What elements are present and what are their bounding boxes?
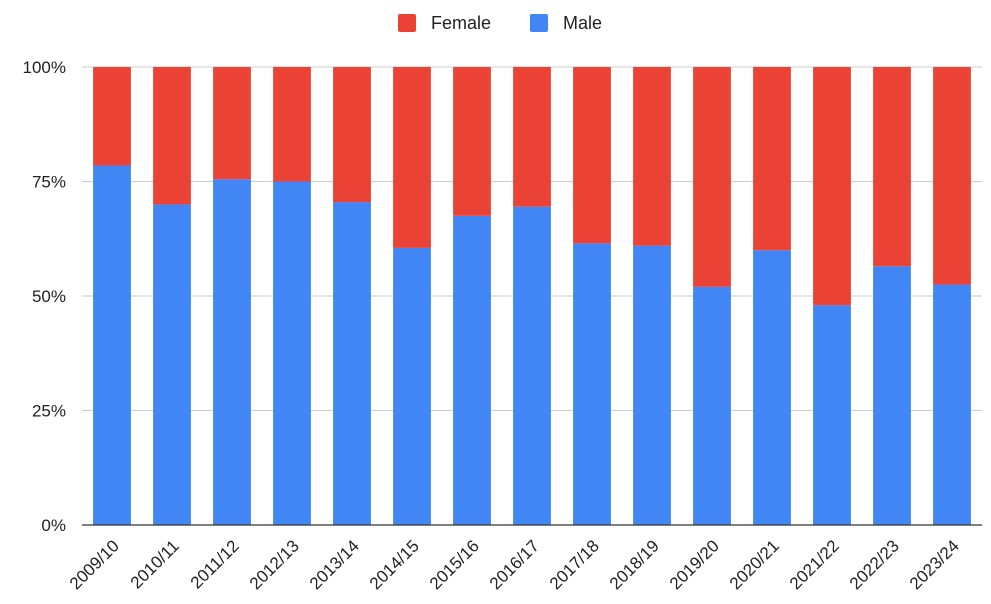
bar-male-2010-11	[153, 204, 191, 525]
bar-male-2011-12	[213, 179, 251, 525]
x-tick-label-2021-22: 2021/22	[786, 536, 843, 593]
bar-female-2013-14	[333, 67, 371, 203]
bar-female-2010-11	[153, 67, 191, 205]
bar-female-2022-23	[873, 67, 911, 267]
bar-male-2015-16	[453, 215, 491, 525]
bar-female-2012-13	[273, 67, 311, 182]
y-tick-label-0: 0%	[41, 516, 66, 535]
bar-female-2021-22	[813, 67, 851, 306]
bar-female-2014-15	[393, 67, 431, 248]
bar-male-2009-10	[93, 165, 131, 525]
legend-swatch-male	[530, 14, 548, 32]
x-tick-label-2014-15: 2014/15	[366, 536, 423, 593]
legend: Female Male	[398, 13, 602, 33]
bar-male-2013-14	[333, 202, 371, 526]
legend-swatch-female	[398, 14, 416, 32]
bar-female-2015-16	[453, 67, 491, 216]
bar-male-2016-17	[513, 206, 551, 525]
bar-male-2019-20	[693, 286, 731, 525]
bar-female-2018-19	[633, 67, 671, 246]
bar-female-2020-21	[753, 67, 791, 251]
x-tick-label-2019-20: 2019/20	[666, 536, 723, 593]
bar-female-2019-20	[693, 67, 731, 287]
x-tick-label-2022-23: 2022/23	[846, 536, 903, 593]
bar-male-2023-24	[933, 284, 971, 525]
x-tick-label-2018-19: 2018/19	[606, 536, 663, 593]
bar-male-2017-18	[573, 243, 611, 525]
legend-label-male: Male	[563, 13, 602, 33]
bar-female-2016-17	[513, 67, 551, 207]
y-tick-label-50: 50%	[32, 287, 66, 306]
x-tick-label-2011-12: 2011/12	[187, 536, 243, 592]
y-tick-label-100: 100%	[23, 58, 66, 77]
x-tick-label-2013-14: 2013/14	[306, 536, 363, 593]
bar-male-2014-15	[393, 247, 431, 525]
x-tick-label-2009-10: 2009/10	[66, 536, 123, 593]
x-tick-label-2010-11: 2010/11	[127, 536, 183, 592]
bar-female-2023-24	[933, 67, 971, 285]
bar-female-2017-18	[573, 67, 611, 244]
bar-male-2012-13	[273, 181, 311, 525]
bar-male-2021-22	[813, 305, 851, 525]
x-tick-label-2016-17: 2016/17	[486, 536, 543, 593]
y-tick-label-75: 75%	[32, 173, 66, 192]
bar-female-2011-12	[213, 67, 251, 180]
bar-male-2020-21	[753, 250, 791, 525]
bars	[93, 67, 971, 526]
x-tick-label-2015-16: 2015/16	[426, 536, 483, 593]
y-tick-label-25: 25%	[32, 402, 66, 421]
x-tick-label-2017-18: 2017/18	[546, 536, 603, 593]
bar-male-2018-19	[633, 245, 671, 525]
x-tick-label-2023-24: 2023/24	[906, 536, 963, 593]
x-tick-label-2020-21: 2020/21	[726, 536, 783, 593]
bar-female-2009-10	[93, 67, 131, 166]
legend-label-female: Female	[431, 13, 491, 33]
x-tick-label-2012-13: 2012/13	[246, 536, 303, 593]
bar-male-2022-23	[873, 266, 911, 525]
